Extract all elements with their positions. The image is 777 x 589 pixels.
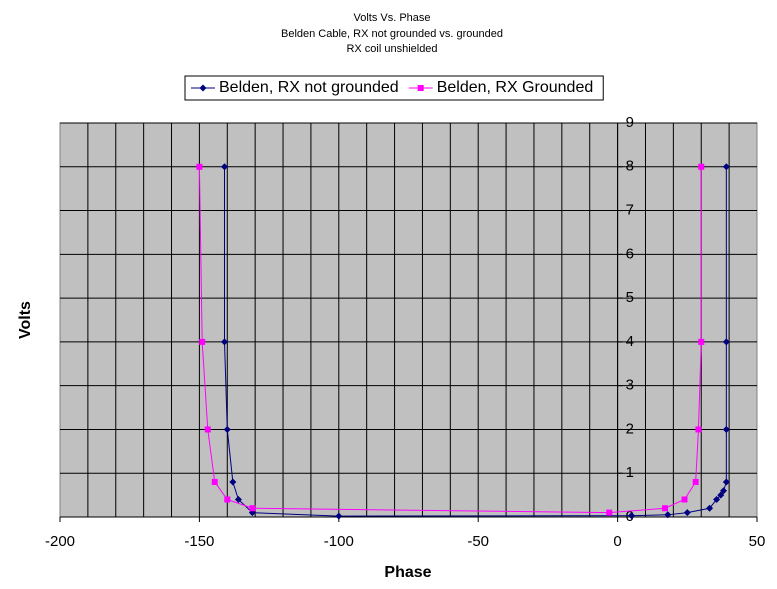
x-tick-label: -200 [45, 533, 75, 550]
x-tick-label: 0 [613, 533, 621, 550]
data-point [722, 338, 730, 346]
data-point [722, 478, 730, 486]
data-point [692, 478, 699, 485]
data-point [713, 495, 721, 503]
legend-label: Belden, RX Grounded [437, 79, 594, 96]
legend: Belden, RX not grounded Belden, RX Ground… [184, 75, 604, 101]
y-tick-label: 4 [626, 333, 634, 350]
y-tick-label: 3 [626, 377, 634, 394]
data-point [224, 496, 231, 503]
data-point [722, 163, 730, 171]
data-point [722, 425, 730, 433]
data-point [698, 338, 705, 345]
data-point [234, 495, 242, 503]
data-point [681, 496, 688, 503]
data-point [698, 163, 705, 170]
y-tick-label: 8 [626, 158, 634, 175]
data-point [695, 426, 702, 433]
plot-area [59, 122, 758, 518]
data-point [196, 163, 203, 170]
y-tick-label: 5 [626, 289, 634, 306]
data-point [199, 338, 206, 345]
data-point [211, 478, 218, 485]
data-point [229, 478, 237, 486]
data-point [223, 425, 231, 433]
legend-label: Belden, RX not grounded [219, 79, 399, 96]
y-tick-label: 7 [626, 202, 634, 219]
data-point [628, 512, 636, 520]
data-point [249, 505, 256, 512]
chart-title: Volts Vs. Phase [353, 12, 430, 24]
legend-box [184, 75, 604, 101]
x-tick-label: -50 [467, 533, 489, 550]
y-tick-label: 6 [626, 245, 634, 262]
x-axis-title: Phase [384, 564, 431, 581]
data-point [664, 511, 672, 519]
data-point [717, 491, 725, 499]
series-line [223, 166, 727, 517]
data-point [204, 426, 211, 433]
legend-marker [417, 85, 424, 91]
chart-subtitle: RX coil unshielded [346, 43, 437, 55]
data-point [220, 338, 228, 346]
y-axis-title: Volts [17, 301, 34, 339]
data-point [661, 505, 668, 512]
data-point [335, 512, 343, 520]
data-point [220, 163, 228, 171]
data-point [720, 487, 728, 495]
data-point [683, 509, 691, 517]
y-tick-label: 2 [626, 420, 634, 437]
legend-marker [199, 84, 207, 92]
chart-subtitle: Belden Cable, RX not grounded vs. ground… [281, 28, 503, 40]
data-point [706, 504, 714, 512]
x-tick-label: -100 [324, 533, 354, 550]
y-tick-label: 9 [626, 114, 634, 131]
x-tick-label: 50 [749, 533, 766, 550]
x-tick-label: -150 [184, 533, 214, 550]
data-point [606, 509, 613, 516]
y-tick-label: 1 [626, 464, 634, 481]
